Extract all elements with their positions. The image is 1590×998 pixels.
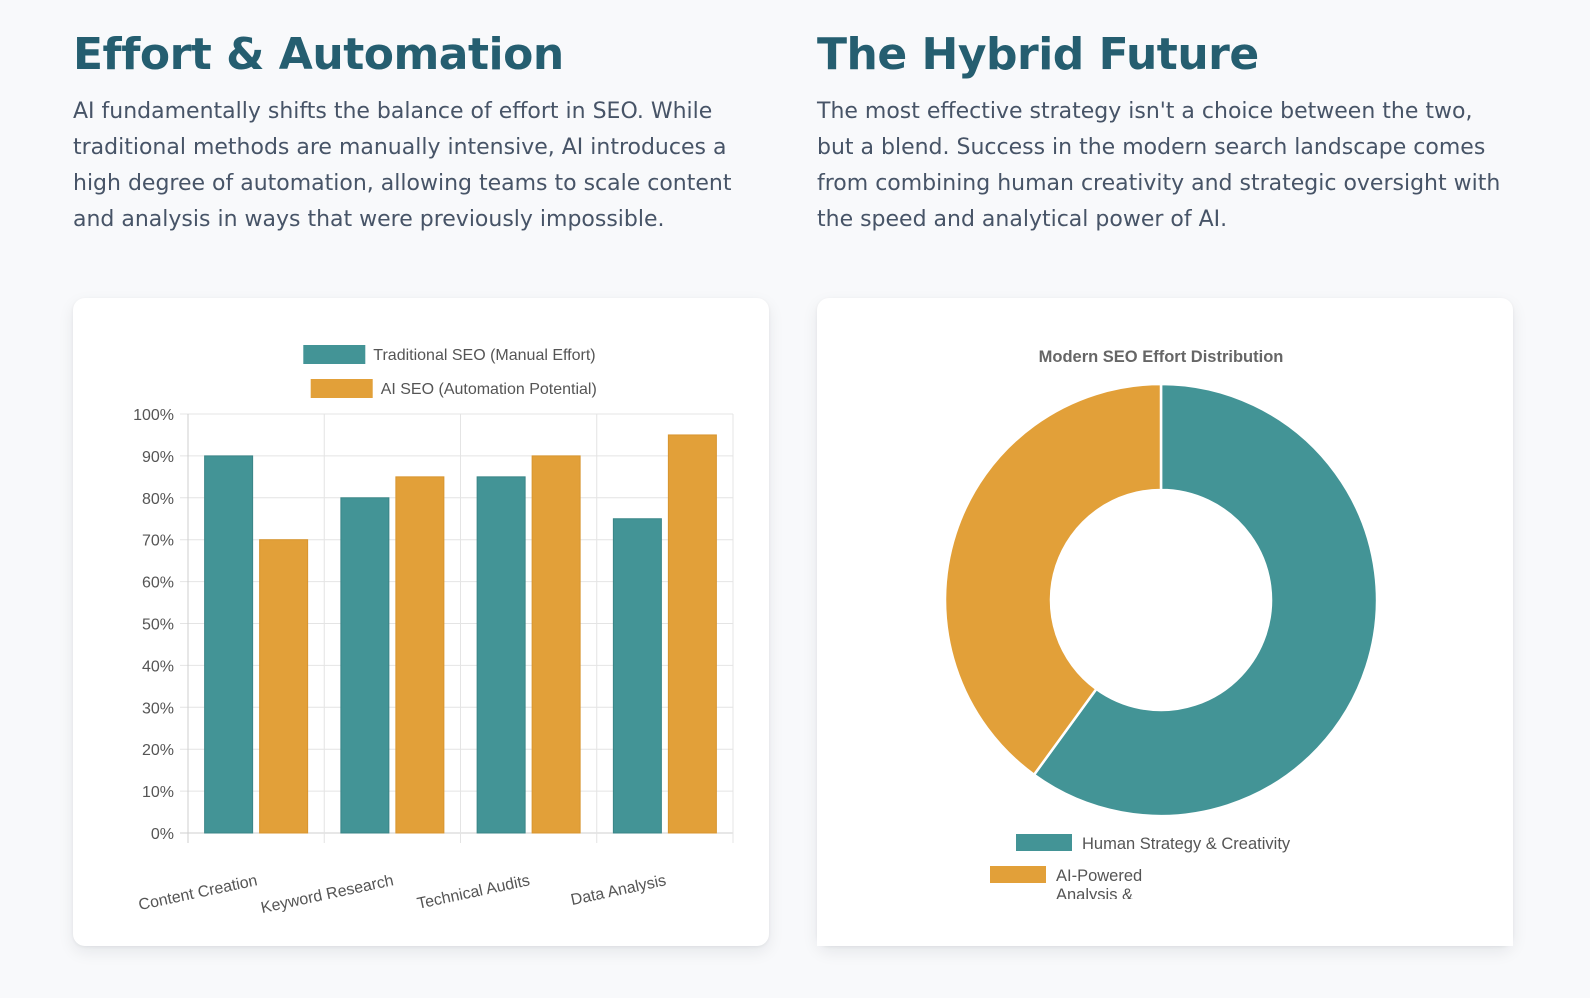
legend-label-1: AI SEO (Automation Potential) [381,381,597,398]
donut-legend-label-0: Human Strategy & Creativity [1082,835,1291,853]
effort-automation-description: AI fundamentally shifts the balance of e… [73,99,732,232]
x-tick-label: Technical Audits [416,872,532,912]
legend-label-0: Traditional SEO (Manual Effort) [373,347,595,364]
bar-chart: Traditional SEO (Manual Effort) AI SEO (A… [133,345,734,917]
bar-traditional-0 [204,455,254,834]
y-tick-label: 20% [142,742,174,759]
y-tick-label: 70% [142,533,174,550]
bar-traditional-3 [612,518,662,834]
donut-legend-label-1: AI-Powered [1056,867,1142,885]
donut-chart: Modern SEO Effort Distribution Human Stra… [817,348,1513,946]
x-tick-label: Keyword Research [259,872,395,917]
donut-slice-0 [1032,382,1379,818]
bar-traditional-2 [476,476,526,834]
hybrid-future-title: The Hybrid Future [817,29,1259,80]
x-tick-label: Content Creation [137,872,259,914]
bar-ai-0 [259,539,309,834]
effort-automation-section: Effort & Automation AI fundamentally shi… [73,0,769,238]
effort-automation-title: Effort & Automation [73,29,564,80]
bar-traditional-1 [340,497,390,834]
y-tick-label: 80% [142,491,174,508]
bar-ai-1 [395,476,445,834]
y-tick-label: 0% [151,826,174,843]
bar-chart-card: Traditional SEO (Manual Effort) AI SEO (A… [73,298,769,946]
y-tick-label: 50% [142,617,174,634]
donut-legend-swatch-1 [990,866,1046,883]
y-tick-label: 60% [142,575,174,592]
legend-swatch-1 [310,379,373,398]
legend-swatch-0 [303,345,366,364]
bar-ai-3 [667,434,717,834]
y-tick-label: 30% [142,700,174,717]
hybrid-future-description: The most effective strategy isn't a choi… [817,99,1501,232]
hybrid-future-section: The Hybrid Future The most effective str… [817,0,1513,238]
legend-clip-mask [817,899,1513,946]
donut-chart-card: Modern SEO Effort Distribution Human Stra… [817,298,1513,946]
y-tick-label: 10% [142,784,174,801]
y-tick-label: 90% [142,449,174,466]
x-tick-label: Data Analysis [569,872,667,909]
donut-slice-1 [943,382,1163,777]
donut-title: Modern SEO Effort Distribution [1039,348,1284,366]
y-tick-label: 40% [142,658,174,675]
donut-legend-swatch-0 [1016,834,1072,851]
bar-ai-2 [531,455,581,834]
y-tick-label: 100% [133,407,174,424]
